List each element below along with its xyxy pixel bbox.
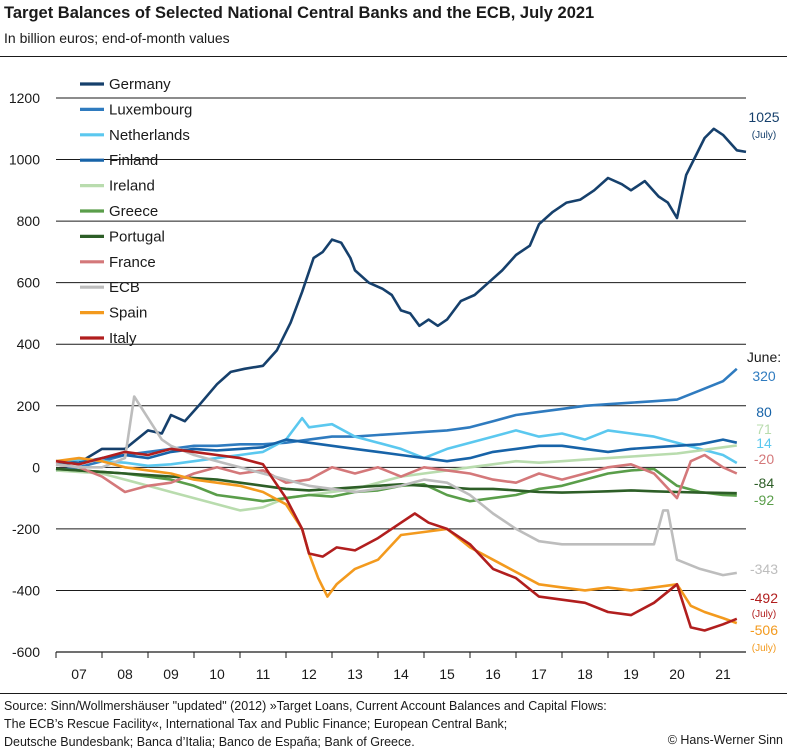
top-rule bbox=[0, 56, 787, 57]
series-line-italy bbox=[55, 447, 738, 632]
end-label-ecb: -343 bbox=[750, 561, 778, 577]
x-tick-label: 15 bbox=[439, 666, 455, 682]
end-label-portugal: -84 bbox=[754, 475, 774, 491]
x-tick-label: 18 bbox=[577, 666, 593, 682]
legend-label: Italy bbox=[109, 330, 137, 347]
y-tick-label: 0 bbox=[32, 459, 40, 475]
y-tick-label: 800 bbox=[17, 213, 41, 229]
june-annotation: June: bbox=[747, 349, 781, 365]
y-tick-label: 1200 bbox=[9, 90, 40, 106]
y-tick-label: -600 bbox=[12, 644, 40, 660]
series-line-germany bbox=[55, 127, 747, 464]
end-label-spain: -506 bbox=[750, 622, 778, 638]
series-line-finland bbox=[55, 438, 738, 466]
end-label-italy: -492 bbox=[750, 590, 778, 606]
end-label-greece: -92 bbox=[754, 492, 774, 508]
x-tick-label: 09 bbox=[163, 666, 179, 682]
x-tick-label: 19 bbox=[623, 666, 639, 682]
x-tick-label: 13 bbox=[347, 666, 363, 682]
legend-label: Ireland bbox=[109, 178, 155, 195]
series-line-france bbox=[55, 453, 738, 500]
legend-label: France bbox=[109, 254, 156, 271]
y-tick-label: 1000 bbox=[9, 152, 40, 168]
legend-label: Netherlands bbox=[109, 127, 190, 144]
x-tick-label: 14 bbox=[393, 666, 409, 682]
x-tick-label: 12 bbox=[301, 666, 317, 682]
source-line: The ECB’s Rescue Facility«, Internationa… bbox=[4, 717, 508, 731]
line-chart: -600 -400 -200 0 200 400 600 800 1000 1200 07 08 09 1… bbox=[9, 76, 781, 682]
chart-subtitle: In billion euros; end-of-month values bbox=[4, 30, 230, 46]
y-tick-label: 400 bbox=[17, 336, 41, 352]
gridlines bbox=[56, 97, 746, 591]
end-note-italy: (July) bbox=[752, 609, 776, 620]
legend-label: Germany bbox=[109, 76, 171, 93]
chart-title: Target Balances of Selected National Cen… bbox=[4, 4, 595, 22]
end-label-germany: 1025 bbox=[748, 109, 779, 125]
end-note-germany: (July) bbox=[752, 130, 776, 141]
legend: Germany Luxembourg Netherlands Finland Irela… bbox=[80, 76, 192, 347]
end-label-netherlands: 14 bbox=[756, 435, 772, 451]
x-tick-label: 11 bbox=[256, 666, 271, 682]
series-line-ecb bbox=[55, 395, 738, 577]
legend-label: Luxembourg bbox=[109, 101, 192, 118]
x-tick-label: 21 bbox=[715, 666, 731, 682]
x-tick-label: 17 bbox=[531, 666, 547, 682]
end-label-finland: 80 bbox=[756, 404, 772, 420]
y-tick-label: -200 bbox=[12, 521, 40, 537]
legend-label: Spain bbox=[109, 305, 147, 322]
x-tick-label: 16 bbox=[485, 666, 501, 682]
source-note: Source: Sinn/Wollmershäuser "updated" (2… bbox=[4, 697, 607, 751]
series-line-portugal bbox=[55, 467, 737, 495]
legend-label: Portugal bbox=[109, 228, 165, 245]
legend-label: Greece bbox=[109, 203, 158, 220]
series-line-spain bbox=[55, 456, 738, 625]
legend-label: Finland bbox=[109, 152, 158, 169]
end-label-luxembourg: 320 bbox=[752, 368, 776, 384]
copyright: © Hans-Werner Sinn bbox=[667, 733, 783, 747]
source-line: Deutsche Bundesbank; Banca d’Italia; Ban… bbox=[4, 735, 415, 749]
series-lines bbox=[55, 127, 747, 632]
y-tick-label: 200 bbox=[17, 398, 41, 414]
end-label-ireland: 71 bbox=[756, 421, 772, 437]
y-tick-label: -400 bbox=[12, 582, 40, 598]
x-tick-label: 08 bbox=[117, 666, 133, 682]
source-line: Source: Sinn/Wollmershäuser "updated" (2… bbox=[4, 699, 607, 713]
end-label-france: -20 bbox=[754, 451, 774, 467]
bottom-rule bbox=[0, 693, 787, 694]
x-tick-label: 10 bbox=[209, 666, 225, 682]
x-tick-label: 07 bbox=[71, 666, 87, 682]
legend-label: ECB bbox=[109, 279, 140, 296]
axes: -600 -400 -200 0 200 400 600 800 1000 1200 07 08 09 1… bbox=[9, 90, 746, 682]
end-note-spain: (July) bbox=[752, 643, 776, 654]
y-tick-label: 600 bbox=[17, 275, 41, 291]
series-line-netherlands bbox=[55, 416, 738, 468]
x-tick-label: 20 bbox=[669, 666, 685, 682]
